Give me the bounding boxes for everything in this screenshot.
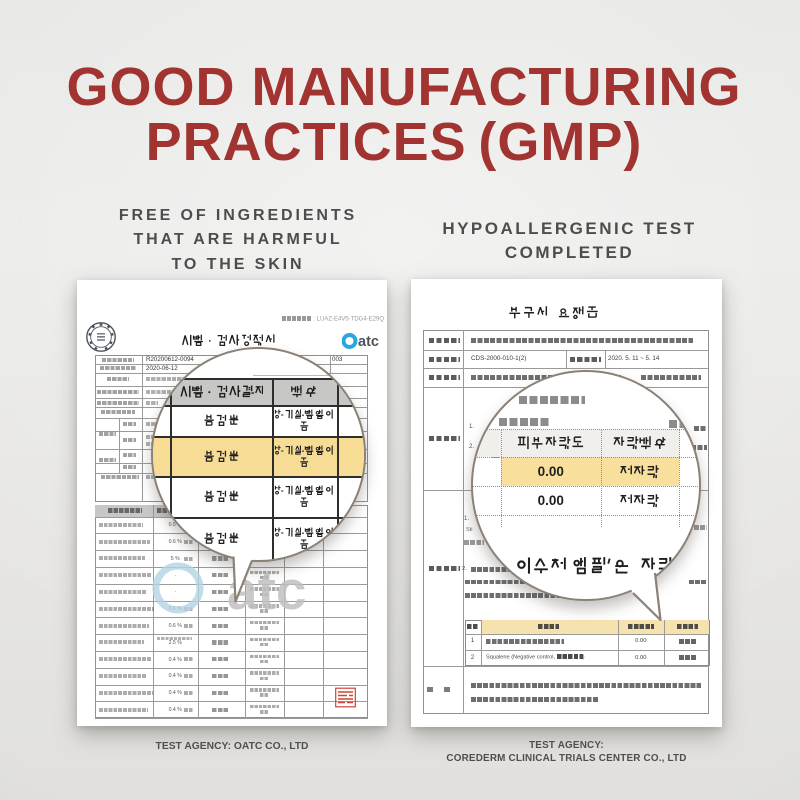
svg-text:atc: atc xyxy=(358,334,379,349)
